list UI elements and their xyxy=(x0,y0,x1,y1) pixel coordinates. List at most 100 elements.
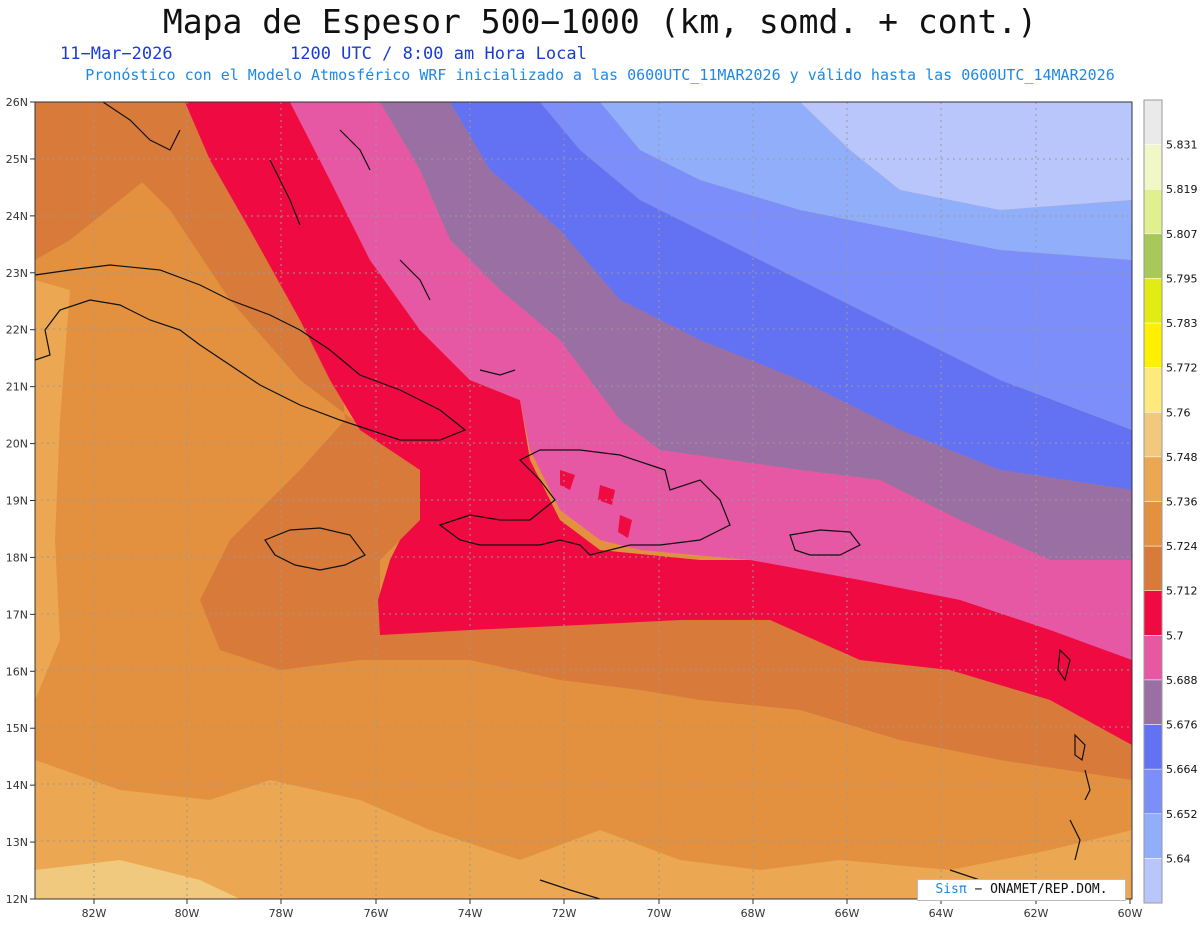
lat-label: 13N xyxy=(6,836,28,849)
cuba-coast xyxy=(35,264,467,441)
lat-label: 17N xyxy=(6,608,28,621)
lon-label: 80W xyxy=(175,907,200,920)
colorbar-label: 5.7 xyxy=(1166,629,1184,642)
colorbar-segment xyxy=(1143,501,1163,547)
colorbar-segment xyxy=(1143,144,1163,190)
lat-label: 15N xyxy=(6,722,28,735)
band-5748-west xyxy=(35,280,70,700)
lon-label: 70W xyxy=(647,907,672,920)
band-5688 xyxy=(290,102,1132,660)
band-5628 xyxy=(800,102,1132,210)
colorbar-segment xyxy=(1143,724,1163,770)
colorbar-segment xyxy=(1143,99,1163,145)
colorbar-segment xyxy=(1143,858,1163,904)
longitude-axis: 82W 80W 78W 76W 74W 72W 70W 68W 66W 64W 62W 60W xyxy=(82,899,1143,920)
band-5664 xyxy=(450,102,1132,490)
colorbar-segment xyxy=(1143,635,1163,681)
colombia-coast xyxy=(539,879,601,899)
grenada-coast xyxy=(1069,819,1081,861)
colorbar-label: 5.831 xyxy=(1166,139,1198,152)
colorbar-label: 5.712 xyxy=(1166,585,1198,598)
colorbar-label: 5.64 xyxy=(1166,852,1191,865)
lon-label: 64W xyxy=(929,907,954,920)
red-spot-2 xyxy=(598,485,615,505)
colorbar-label: 5.688 xyxy=(1166,674,1198,687)
lat-label: 22N xyxy=(6,324,28,337)
lat-label: 24N xyxy=(6,210,28,223)
band-5712-nw xyxy=(35,102,185,260)
colorbar-segment xyxy=(1143,545,1163,591)
bahamas-coast xyxy=(399,259,431,301)
inagua-coast xyxy=(479,369,516,376)
lon-label: 82W xyxy=(82,907,107,920)
forecast-time: 1200 UTC / 8:00 am Hora Local xyxy=(290,44,587,64)
lon-label: 62W xyxy=(1024,907,1049,920)
florida-coast xyxy=(101,102,181,151)
lat-label: 18N xyxy=(6,551,28,564)
lon-label: 72W xyxy=(552,907,577,920)
band-5640 xyxy=(600,102,1132,260)
colorbar-segment xyxy=(1143,590,1163,636)
band-5676 xyxy=(380,102,1132,560)
colorbar-frame xyxy=(1143,99,1163,904)
credit-box: Sisπ − ONAMET/REP.DOM. xyxy=(917,879,1126,901)
andros-coast xyxy=(269,159,301,226)
lon-label: 78W xyxy=(269,907,294,920)
lat-label: 12N xyxy=(6,893,28,906)
lat-label: 19N xyxy=(6,495,28,508)
lon-label: 68W xyxy=(741,907,766,920)
colorbar-segment xyxy=(1143,322,1163,368)
colorbar-segment xyxy=(1143,278,1163,324)
guadeloupe-coast xyxy=(1057,648,1071,682)
lat-label: 20N xyxy=(6,438,28,451)
colorbar-segment xyxy=(1143,367,1163,413)
colorbar-segment xyxy=(1143,233,1163,279)
lon-label: 60W xyxy=(1118,907,1143,920)
credit-sis: Sisπ xyxy=(935,882,967,897)
credit-text: − ONAMET/REP.DOM. xyxy=(974,882,1108,897)
thickness-field xyxy=(35,102,1132,899)
lat-label: 21N xyxy=(6,381,28,394)
colorbar-label: 5.795 xyxy=(1166,272,1198,285)
coastlines xyxy=(35,102,1091,899)
colorbar: 5.64 5.652 5.664 5.676 5.688 5.7 5.712 5.724 5.7… xyxy=(1143,99,1198,904)
colorbar-label: 5.676 xyxy=(1166,719,1198,732)
band-5748-south xyxy=(35,760,1132,899)
hispaniola-coast xyxy=(438,449,731,556)
colorbar-label: 5.783 xyxy=(1166,317,1198,330)
lon-label: 66W xyxy=(835,907,860,920)
colorbar-label: 5.807 xyxy=(1166,228,1198,241)
lat-label: 14N xyxy=(6,779,28,792)
colorbar-segment xyxy=(1143,679,1163,725)
lat-label: 23N xyxy=(6,267,28,280)
map-title: Mapa de Espesor 500−1000 (km, somd. + co… xyxy=(162,2,1038,41)
colorbar-label: 5.76 xyxy=(1166,406,1191,419)
colorbar-label: 5.819 xyxy=(1166,183,1198,196)
colorbar-label: 5.664 xyxy=(1166,763,1198,776)
latitude-axis: 26N 25N 24N 23N 22N 21N 20N 19N 18N 17N 16N 15N 14N 1… xyxy=(6,96,35,906)
colorbar-segment xyxy=(1143,412,1163,458)
puerto-rico-coast xyxy=(789,529,861,556)
red-spot-3 xyxy=(618,515,632,538)
colorbar-segment xyxy=(1143,188,1163,235)
eleuthera-coast xyxy=(339,129,371,171)
lat-label: 26N xyxy=(6,96,28,109)
band-5712 xyxy=(35,102,1132,780)
lat-label: 25N xyxy=(6,153,28,166)
martinique-coast xyxy=(1074,733,1086,762)
colorbar-segment xyxy=(1143,768,1163,815)
grid-lines xyxy=(35,102,1132,899)
stvincent-coast xyxy=(1084,769,1091,801)
lat-label: 16N xyxy=(6,665,28,678)
jamaica-coast xyxy=(264,527,366,571)
band-5652 xyxy=(540,102,1132,430)
colorbar-label: 5.736 xyxy=(1166,496,1198,509)
colorbar-segment xyxy=(1143,456,1163,502)
model-subtitle: Pronóstico con el Modelo Atmosférico WRF… xyxy=(85,66,1115,84)
colorbar-segment xyxy=(1143,813,1163,859)
forecast-date: 11−Mar−2026 xyxy=(60,44,173,64)
colorbar-label: 5.748 xyxy=(1166,451,1198,464)
colorbar-label: 5.724 xyxy=(1166,540,1198,553)
colorbar-label: 5.772 xyxy=(1166,362,1198,375)
